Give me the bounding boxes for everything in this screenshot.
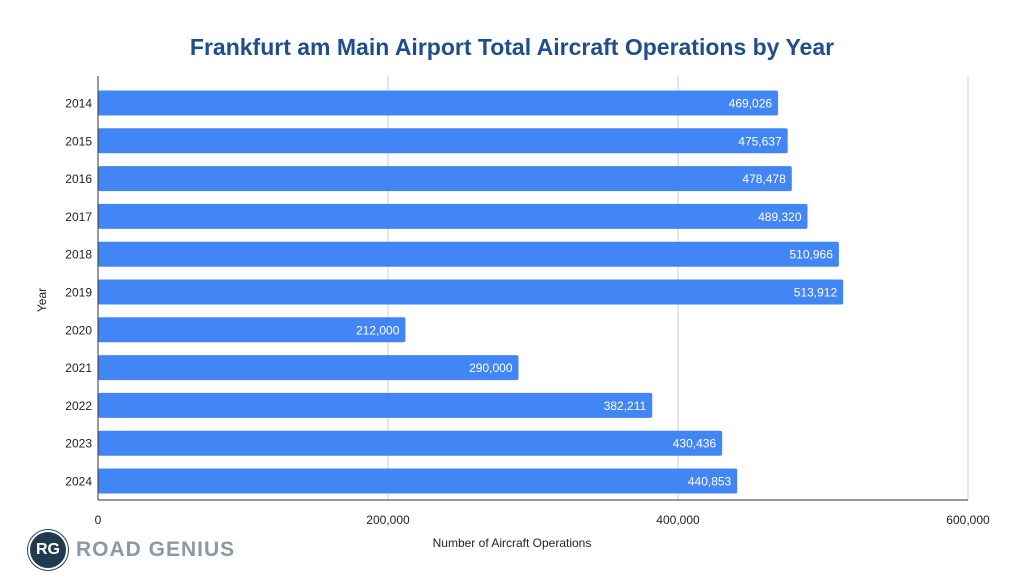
bar	[98, 430, 723, 456]
x-tick-label: 0	[95, 513, 102, 527]
bar	[98, 241, 839, 267]
y-tick-label: 2020	[65, 323, 92, 337]
x-tick-label: 200,000	[366, 513, 410, 527]
bar	[98, 128, 788, 154]
y-tick-label: 2024	[65, 475, 92, 489]
y-tick-label: 2015	[65, 134, 92, 148]
data-label: 290,000	[469, 361, 513, 375]
x-axis-title: Number of Aircraft Operations	[433, 536, 592, 550]
x-tick-label: 600,000	[946, 513, 990, 527]
bar	[98, 468, 738, 494]
bar	[98, 355, 519, 381]
bar	[98, 317, 406, 343]
y-tick-label: 2018	[65, 248, 92, 262]
data-label: 469,026	[729, 97, 773, 111]
y-tick-label: 2017	[65, 210, 92, 224]
y-tick-label: 2014	[65, 97, 92, 111]
data-label: 475,637	[738, 134, 782, 148]
data-label: 382,211	[604, 399, 647, 413]
data-label: 478,478	[742, 172, 786, 186]
road-genius-logo: RG ROAD GENIUS	[28, 530, 235, 570]
data-label: 430,436	[673, 437, 717, 451]
x-tick-label: 400,000	[656, 513, 700, 527]
data-label: 510,966	[790, 248, 834, 262]
bar	[98, 279, 844, 305]
data-label: 489,320	[758, 210, 802, 224]
logo-mark: RG	[28, 530, 68, 570]
y-tick-label: 2023	[65, 437, 92, 451]
y-tick-label: 2019	[65, 286, 92, 300]
data-label: 440,853	[688, 475, 732, 489]
data-label: 212,000	[356, 323, 400, 337]
y-axis-title: Year	[35, 288, 49, 312]
bar	[98, 203, 808, 229]
y-tick-label: 2022	[65, 399, 92, 413]
bar	[98, 392, 653, 418]
y-tick-label: 2016	[65, 172, 92, 186]
y-tick-label: 2021	[65, 361, 92, 375]
bar	[98, 90, 779, 116]
bar	[98, 166, 792, 192]
data-label: 513,912	[794, 286, 838, 300]
chart-title: Frankfurt am Main Airport Total Aircraft…	[189, 34, 835, 60]
logo-text: ROAD GENIUS	[76, 538, 236, 561]
